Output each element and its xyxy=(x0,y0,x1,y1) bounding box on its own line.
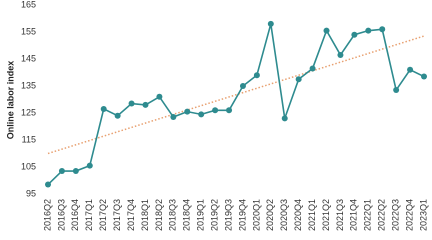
x-tick-label: 2021Q1 xyxy=(307,199,317,231)
x-tick-label: 2020Q1 xyxy=(251,199,261,231)
trend-line xyxy=(47,35,425,155)
x-tick-label: 2018Q1 xyxy=(140,199,150,231)
data-point xyxy=(128,100,135,107)
x-tick-label: 2016Q3 xyxy=(56,199,66,231)
data-point xyxy=(281,115,288,122)
y-tick-label: 145 xyxy=(21,53,36,63)
x-tick-label: 2023Q1 xyxy=(418,199,428,231)
data-point xyxy=(239,83,246,89)
data-point xyxy=(421,73,427,80)
data-point xyxy=(323,27,330,34)
y-tick-label: 95 xyxy=(26,188,36,198)
x-tick-label: 2022Q4 xyxy=(404,199,414,231)
data-point xyxy=(86,162,93,169)
x-tick-label: 2017Q4 xyxy=(126,199,136,231)
x-tick-label: 2019Q3 xyxy=(223,199,233,231)
data-point xyxy=(351,31,358,38)
data-point xyxy=(72,168,79,175)
x-tick-label: 2019Q4 xyxy=(237,199,247,231)
y-tick-label: 135 xyxy=(21,80,36,90)
data-point xyxy=(156,93,163,100)
data-point xyxy=(295,76,302,83)
data-point xyxy=(114,112,121,119)
y-tick-label: 125 xyxy=(21,107,36,117)
data-point xyxy=(100,105,107,112)
y-axis-label: Online labor index xyxy=(5,61,15,140)
x-tick-label: 2017Q2 xyxy=(98,199,108,231)
x-tick-label: 2017Q3 xyxy=(112,199,122,231)
data-line xyxy=(47,23,425,186)
y-tick-label: 155 xyxy=(21,26,36,36)
x-tick-label: 2016Q2 xyxy=(42,199,52,231)
data-point xyxy=(253,72,260,79)
x-tick-label: 2022Q3 xyxy=(391,199,401,231)
x-tick-label: 2020Q2 xyxy=(265,199,275,231)
data-point xyxy=(58,168,65,175)
data-point xyxy=(198,111,205,118)
x-tick-label: 2017Q1 xyxy=(84,199,94,231)
y-tick-label: 165 xyxy=(21,0,36,9)
x-tick-label: 2021Q2 xyxy=(321,199,331,231)
data-point xyxy=(142,101,149,108)
x-tick-label: 2022Q2 xyxy=(377,199,387,231)
data-point xyxy=(267,20,274,27)
data-point xyxy=(45,181,51,188)
data-point xyxy=(170,114,177,121)
data-point xyxy=(407,66,414,73)
x-tick-label: 2018Q4 xyxy=(182,199,192,231)
x-tick-label: 2020Q4 xyxy=(293,199,303,231)
x-tick-label: 2019Q2 xyxy=(209,199,219,231)
data-point xyxy=(212,107,219,114)
x-tick-label: 2018Q3 xyxy=(168,199,178,231)
x-tick-label: 2019Q1 xyxy=(196,199,206,231)
data-point xyxy=(379,26,386,33)
data-point xyxy=(184,108,191,115)
x-tick-label: 2020Q3 xyxy=(279,199,289,231)
data-point xyxy=(309,65,316,72)
data-point xyxy=(365,27,372,34)
y-tick-label: 115 xyxy=(22,134,36,144)
x-tick-label: 2018Q2 xyxy=(154,199,164,231)
x-tick-label: 2021Q4 xyxy=(349,199,359,231)
data-point xyxy=(337,51,344,58)
y-tick-label: 105 xyxy=(21,161,36,171)
x-tick-label: 2021Q3 xyxy=(335,199,345,231)
x-tick-label: 2022Q1 xyxy=(363,199,373,231)
x-tick-label: 2016Q4 xyxy=(70,199,80,231)
data-point xyxy=(393,87,400,94)
data-point xyxy=(226,107,233,114)
